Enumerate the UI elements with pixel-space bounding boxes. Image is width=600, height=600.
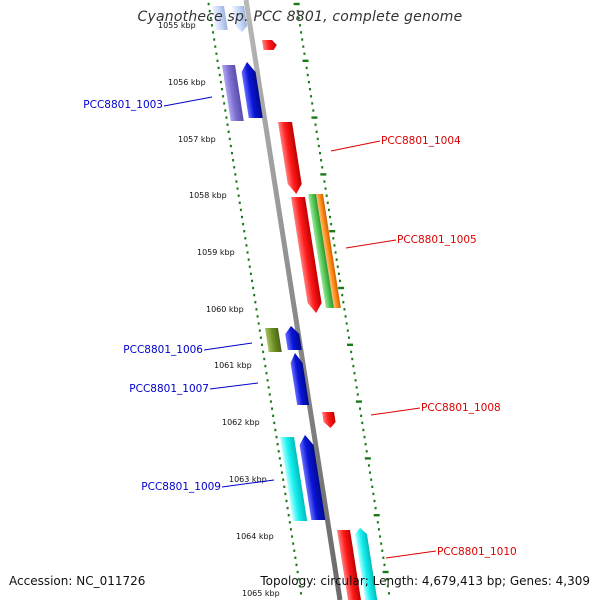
gene-feature-1003-blue[interactable] (240, 62, 263, 118)
label-leader-lines (163, 96, 437, 559)
accession-text: Accession: NC_011726 (9, 574, 146, 588)
map-title: Cyanothece sp. PCC 8801, complete genome (137, 9, 463, 25)
gene-feature-1007[interactable] (289, 353, 310, 405)
gene-label-1005[interactable]: PCC8801_1005 (397, 234, 477, 246)
tick-labels: 1055 kbp 1056 kbp 1057 kbp 1058 kbp 1059… (158, 21, 280, 598)
genome-summary-text: Topology: circular; Length: 4,679,413 bp… (260, 574, 590, 588)
leader-1006 (203, 342, 253, 351)
tick-label-1057: 1057 kbp (178, 135, 216, 144)
gene-feature-1010-cyan[interactable] (354, 528, 378, 600)
gene-feature-1008[interactable] (322, 412, 337, 428)
gene-feature-1005-orange[interactable] (316, 194, 341, 308)
gene-feature-1003-purple[interactable] (222, 65, 244, 121)
tick-label-1055: 1055 kbp (158, 21, 196, 30)
scale-tracks (207, 2, 390, 595)
tick-label-1064: 1064 kbp (236, 532, 274, 541)
tick-label-1060: 1060 kbp (206, 305, 244, 314)
gene-feature-1004[interactable] (278, 122, 303, 194)
gene-label-1007[interactable]: PCC8801_1007 (129, 383, 209, 395)
tick-label-1065: 1065 kbp (242, 589, 280, 598)
tick-label-1061: 1061 kbp (214, 361, 252, 370)
gene-features (212, 6, 378, 600)
tick-label-1063: 1063 kbp (229, 475, 267, 484)
leader-1009 (221, 479, 275, 488)
tick-label-1059: 1059 kbp (197, 248, 235, 257)
tick-label-1058: 1058 kbp (189, 191, 227, 200)
gene-feature-1005-green[interactable] (308, 194, 335, 308)
gene-feature-pale-2[interactable] (232, 6, 248, 32)
gene-label-1003[interactable]: PCC8801_1003 (83, 99, 163, 111)
gene-feature-1006-olive[interactable] (265, 328, 282, 352)
tick-label-1056: 1056 kbp (168, 78, 206, 87)
leader-1008 (370, 407, 421, 416)
tick-label-1062: 1062 kbp (222, 418, 260, 427)
gene-feature-red-small-top[interactable] (262, 40, 278, 50)
leader-1003 (163, 96, 213, 107)
leader-1007 (209, 382, 259, 390)
gene-label-1004[interactable]: PCC8801_1004 (381, 135, 461, 147)
gene-feature-1009-blue[interactable] (298, 435, 326, 520)
gene-label-1008[interactable]: PCC8801_1008 (421, 402, 501, 414)
gene-feature-1009-cyan[interactable] (280, 437, 308, 521)
gene-feature-1010-red[interactable] (337, 530, 361, 600)
leader-1010 (385, 550, 437, 559)
leader-1004 (330, 140, 381, 152)
gene-feature-1005-red[interactable] (291, 197, 323, 313)
gene-label-1009[interactable]: PCC8801_1009 (141, 481, 221, 493)
leader-1005 (345, 239, 397, 249)
gene-feature-pale-1[interactable] (212, 6, 228, 30)
gene-feature-1006-blue[interactable] (284, 326, 302, 350)
gene-label-1006[interactable]: PCC8801_1006 (123, 344, 203, 356)
gene-label-1010[interactable]: PCC8801_1010 (437, 546, 517, 558)
genome-backbone (243, 0, 343, 600)
